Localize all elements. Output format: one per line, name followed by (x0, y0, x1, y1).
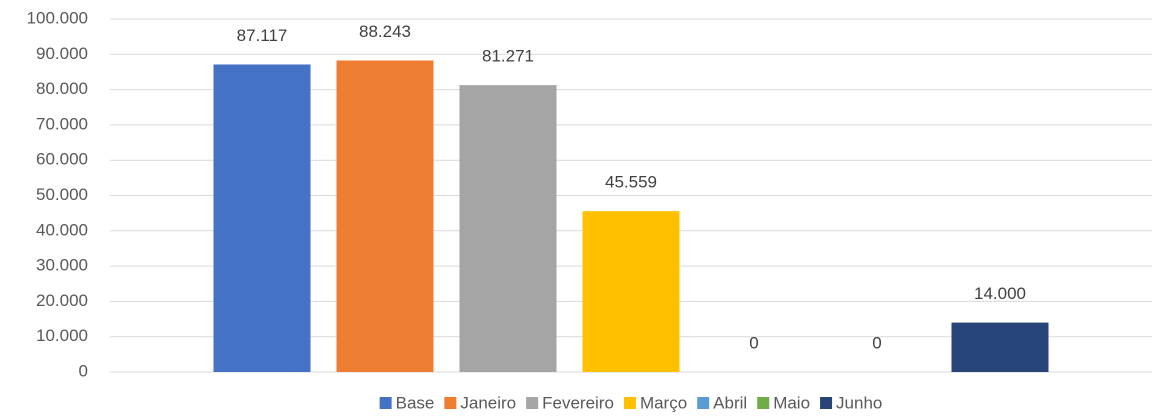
bar (213, 64, 311, 372)
legend-label: Abril (713, 393, 747, 412)
legend-label: Base (396, 393, 435, 412)
data-label: 14.000 (974, 284, 1026, 303)
data-label: 88.243 (359, 22, 411, 41)
data-label: 0 (872, 333, 881, 352)
bar (336, 60, 434, 373)
y-tick-label: 100.000 (27, 8, 88, 27)
y-tick-label: 0 (79, 361, 88, 380)
y-tick-label: 70.000 (36, 114, 88, 133)
data-label: 45.559 (605, 173, 657, 192)
bar (582, 211, 680, 372)
data-label: 87.117 (237, 26, 288, 45)
y-tick-label: 90.000 (36, 44, 88, 63)
y-tick-label: 30.000 (36, 256, 88, 275)
legend-swatch (697, 397, 710, 409)
legend-swatch (526, 397, 539, 409)
legend-swatch (820, 397, 833, 409)
y-tick-label: 50.000 (36, 185, 88, 204)
legend-swatch (623, 397, 636, 409)
y-tick-label: 40.000 (36, 220, 88, 239)
y-tick-label: 60.000 (36, 150, 88, 169)
legend-swatch (757, 397, 770, 409)
legend-swatch (444, 397, 457, 409)
y-tick-label: 20.000 (36, 291, 88, 310)
y-tick-label: 80.000 (36, 79, 88, 98)
legend: Base Janeiro Fevereiro Março Abril Maio Junho (379, 393, 882, 412)
legend-label: Maio (773, 393, 810, 412)
data-label: 81.271 (482, 47, 534, 66)
legend-label: Junho (836, 393, 882, 412)
legend-label: Fevereiro (542, 393, 614, 412)
legend-swatch (379, 397, 392, 409)
bar (459, 85, 557, 372)
legend-label: Janeiro (460, 393, 516, 412)
y-tick-label: 10.000 (36, 326, 88, 345)
legend-label: Março (640, 393, 687, 412)
bar (951, 322, 1049, 372)
data-label: 0 (749, 333, 758, 352)
